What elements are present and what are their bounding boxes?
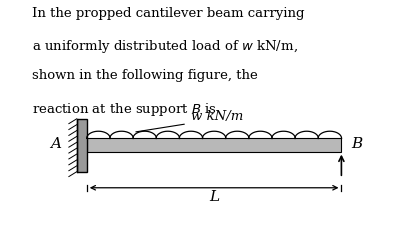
Text: reaction at the support $B$ is: reaction at the support $B$ is: [32, 100, 217, 118]
Text: B: B: [351, 137, 362, 151]
Text: w kN/m: w kN/m: [191, 110, 243, 122]
Text: In the propped cantilever beam carrying: In the propped cantilever beam carrying: [32, 7, 305, 20]
Text: L: L: [209, 190, 219, 204]
Text: A: A: [50, 137, 61, 151]
Bar: [77, 119, 87, 172]
Bar: [87, 138, 342, 152]
Text: shown in the following figure, the: shown in the following figure, the: [32, 69, 258, 82]
Text: a uniformly distributed load of $w$ kN/m,: a uniformly distributed load of $w$ kN/m…: [32, 38, 298, 55]
